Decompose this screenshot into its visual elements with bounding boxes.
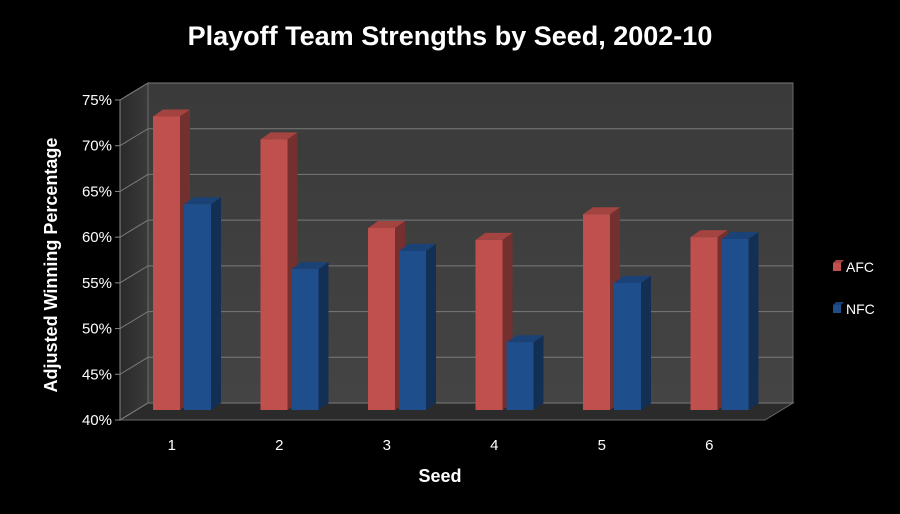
bar-top — [475, 232, 513, 240]
gridline — [119, 402, 793, 421]
bar-top — [506, 335, 544, 343]
bars — [153, 109, 759, 411]
legend-item-afc: AFC — [833, 259, 874, 275]
y-axis-title: Adjusted Winning Percentage — [41, 138, 61, 393]
y-tick-label: 55% — [82, 275, 112, 292]
bar-nfc-3 — [399, 243, 436, 410]
x-tick-label: 2 — [275, 437, 283, 454]
bar-top — [399, 243, 436, 251]
gridline — [119, 265, 793, 284]
side-wall — [119, 82, 149, 421]
y-tick-label: 75% — [82, 92, 112, 109]
x-tick-label: 3 — [383, 437, 391, 454]
y-tick-label: 50% — [82, 321, 112, 338]
bar-front — [368, 228, 395, 410]
y-tick-label: 70% — [82, 138, 112, 155]
x-axis-title: Seed — [418, 466, 461, 486]
legend-swatch-top — [833, 302, 844, 305]
bar-nfc-2 — [291, 262, 329, 410]
y-tick-label: 65% — [82, 183, 112, 200]
legend-swatch-top — [833, 260, 844, 263]
bar-front — [260, 139, 288, 411]
bar-front — [614, 282, 641, 410]
gridline — [119, 311, 793, 329]
bar-front — [153, 116, 180, 410]
bar-front — [291, 269, 319, 410]
x-axis-ticks: 1 2 3 4 5 6 — [168, 437, 714, 454]
bar-afc-4 — [475, 232, 513, 410]
bar-top — [614, 275, 651, 283]
legend-swatch — [833, 263, 841, 271]
x-tick-label: 6 — [705, 437, 713, 454]
bar-nfc-5 — [614, 275, 651, 410]
bar-top — [153, 109, 190, 117]
bar-nfc-6 — [721, 231, 759, 410]
gridlines — [119, 82, 793, 421]
bar-side — [426, 243, 436, 410]
gridline — [119, 219, 793, 238]
x-tick-label: 1 — [168, 437, 176, 454]
bar-nfc-1 — [184, 197, 221, 410]
x-tick-label: 5 — [598, 437, 606, 454]
bar-top — [583, 207, 620, 215]
bar-top — [690, 230, 728, 238]
bar-side — [748, 231, 759, 410]
bar-nfc-4 — [506, 335, 544, 410]
bar-side — [533, 335, 544, 410]
x-tick-label: 4 — [490, 437, 498, 454]
bar-side — [641, 275, 651, 410]
bar-side — [318, 262, 329, 410]
bar-front — [399, 250, 426, 410]
bar-top — [260, 132, 298, 140]
bar-front — [690, 237, 718, 410]
gridline — [119, 82, 793, 101]
gridline — [119, 128, 793, 147]
legend-swatch — [833, 305, 841, 313]
bar-top — [184, 197, 221, 205]
legend-label: NFC — [846, 301, 875, 317]
bar-top — [721, 231, 759, 239]
y-tick-label: 60% — [82, 229, 112, 246]
y-axis-ticks: 40% 45% 50% 55% 60% 65% 70% 75% — [82, 92, 121, 429]
gridline — [119, 356, 793, 375]
legend-label: AFC — [846, 259, 874, 275]
bar-top — [368, 221, 405, 228]
bar-front — [583, 214, 610, 410]
bar-top — [291, 262, 329, 270]
y-tick-label: 40% — [82, 412, 112, 429]
y-tick-label: 45% — [82, 366, 112, 383]
gridline — [119, 173, 793, 192]
legend-item-nfc: NFC — [833, 301, 875, 317]
bar-front — [506, 342, 534, 410]
bar-side — [211, 197, 221, 410]
bar-front — [184, 204, 211, 410]
legend: AFC NFC — [833, 259, 875, 317]
chart-title: Playoff Team Strengths by Seed, 2002-10 — [188, 21, 713, 51]
bar-front — [475, 239, 503, 410]
bar-front — [721, 238, 749, 410]
